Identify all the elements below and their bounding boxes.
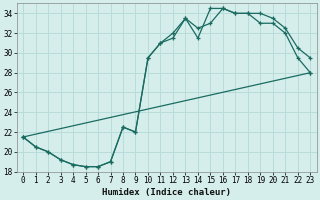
X-axis label: Humidex (Indice chaleur): Humidex (Indice chaleur) xyxy=(102,188,231,197)
